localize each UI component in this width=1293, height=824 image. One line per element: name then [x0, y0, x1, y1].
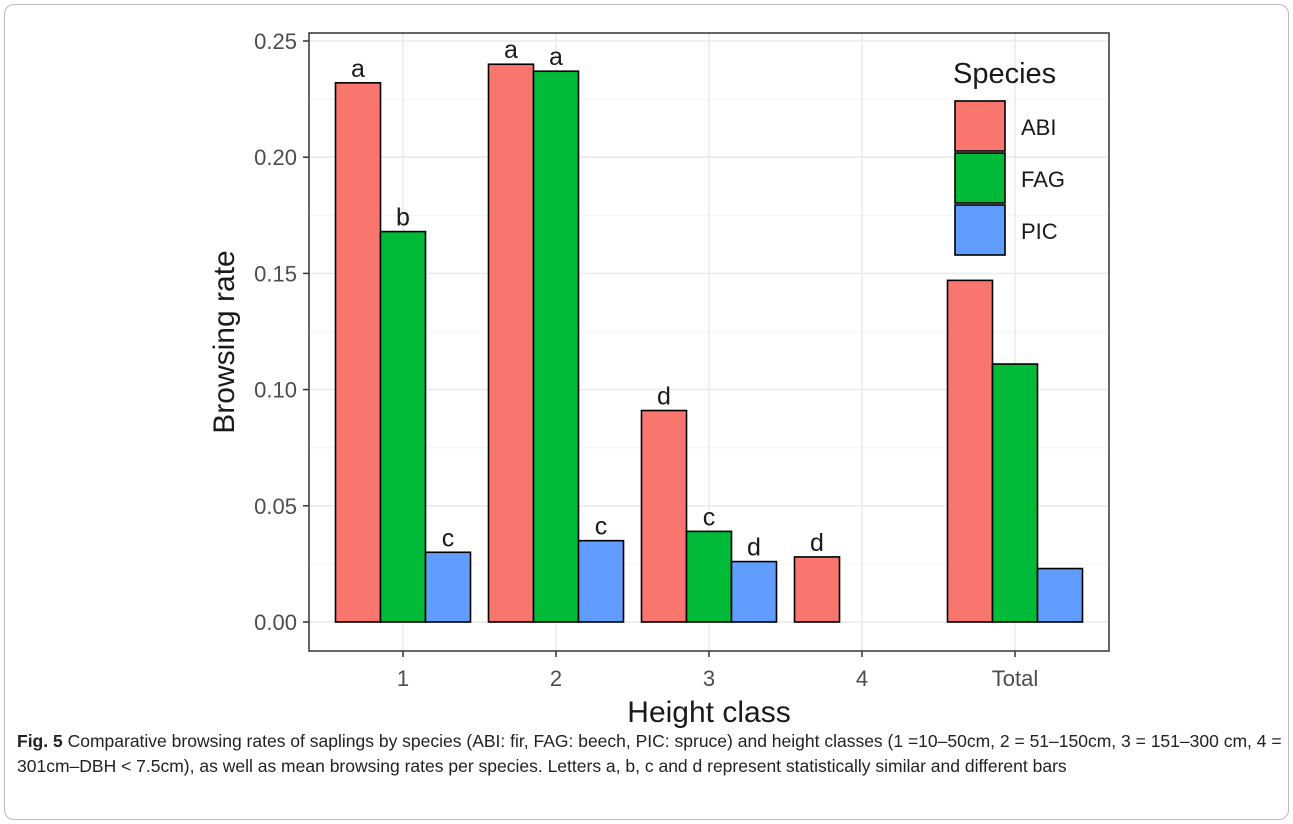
legend-key-ABI	[954, 100, 1006, 152]
bar-chart: a a d d b a c c c d Species ABI FAG PIC 0.00 0.05 0.1…	[208, 29, 1110, 729]
bar-PIC-Total	[1036, 567, 1084, 623]
bar-FAG-1	[379, 230, 427, 623]
figure-caption: Fig. 5 Comparative browsing rates of sap…	[17, 729, 1282, 778]
x-axis-label: Height class	[627, 696, 790, 729]
letter-label: c	[442, 524, 455, 552]
legend-label: FAG	[1021, 167, 1065, 192]
legend-label: PIC	[1021, 219, 1058, 244]
bar-ABI-3	[640, 409, 688, 623]
bar-FAG-3	[685, 530, 733, 623]
bar-PIC-2	[577, 539, 625, 623]
letter-label: b	[396, 204, 410, 232]
figure-label: Fig. 5	[17, 731, 63, 751]
bar-ABI-Total	[946, 279, 994, 623]
y-axis: 0.00 0.05 0.10 0.15 0.20 0.25	[254, 29, 309, 635]
bar-PIC-3	[730, 560, 778, 623]
figure-frame: a a d d b a c c c d Species ABI FAG PIC 0.00 0.05 0.1…	[4, 4, 1289, 820]
y-tick-label: 0.00	[254, 610, 297, 635]
legend-title: Species	[953, 58, 1056, 90]
caption-text: Comparative browsing rates of saplings b…	[17, 731, 1282, 776]
legend-key-PIC	[954, 204, 1006, 256]
legend: Species ABI FAG PIC	[953, 58, 1065, 256]
y-tick-label: 0.10	[254, 378, 297, 403]
bar-ABI-1	[334, 82, 382, 623]
bar-FAG-Total	[991, 363, 1039, 623]
y-tick-label: 0.15	[254, 261, 297, 286]
legend-key-FAG	[954, 152, 1006, 204]
x-tick-label: 1	[397, 666, 409, 691]
y-tick-label: 0.20	[254, 145, 297, 170]
bar-ABI-4	[793, 556, 841, 623]
x-tick-label: 3	[703, 666, 715, 691]
x-axis: 1 2 3 4 Total	[397, 651, 1038, 691]
y-tick-label: 0.05	[254, 494, 297, 519]
letter-label: d	[810, 529, 824, 557]
y-axis-label: Browsing rate	[208, 250, 241, 433]
x-tick-label: 2	[550, 666, 562, 691]
grid-lines	[309, 33, 1109, 651]
letter-label: d	[657, 383, 671, 411]
letter-label: a	[504, 36, 518, 64]
y-tick-label: 0.25	[254, 29, 297, 54]
letter-label: a	[351, 55, 365, 83]
letter-label: a	[549, 43, 563, 71]
bar-PIC-1	[424, 551, 472, 623]
letter-label: c	[595, 513, 608, 541]
letter-label: d	[747, 534, 761, 562]
legend-label: ABI	[1021, 115, 1056, 140]
bar-FAG-2	[532, 70, 580, 623]
x-tick-label: Total	[992, 666, 1038, 691]
letter-label: c	[703, 503, 716, 531]
bar-ABI-2	[487, 63, 535, 623]
bars	[334, 63, 1084, 623]
x-tick-label: 4	[856, 666, 868, 691]
significance-letters: a a d d b a c c c d	[351, 36, 824, 561]
